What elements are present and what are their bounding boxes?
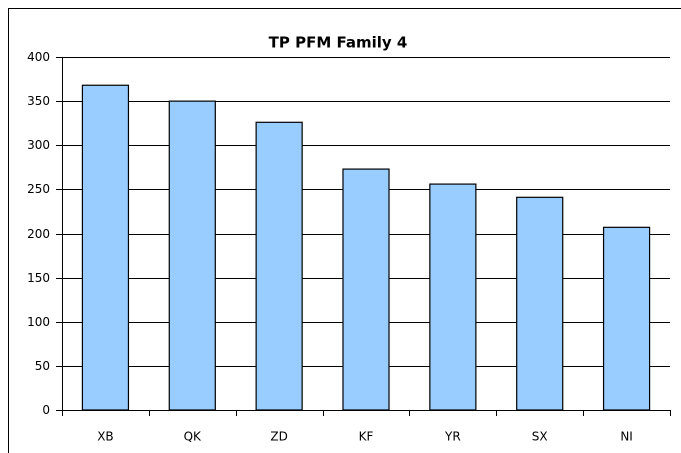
bar xyxy=(81,84,130,411)
y-tick-label: 200 xyxy=(27,227,50,241)
y-tick-label: 100 xyxy=(27,315,50,329)
y-tick-label: 250 xyxy=(27,182,50,196)
y-tick-label: 350 xyxy=(27,94,50,108)
x-tick-label: NI xyxy=(620,430,633,444)
y-tick-label: 400 xyxy=(27,50,50,64)
bar xyxy=(429,183,477,411)
y-tick-label: 300 xyxy=(27,138,50,152)
y-tick-label: 0 xyxy=(42,403,50,417)
bar xyxy=(602,226,651,411)
y-tick-label: 50 xyxy=(35,359,50,373)
bar xyxy=(255,121,303,411)
y-tick-label: 150 xyxy=(27,271,50,285)
x-tick-label: ZD xyxy=(270,430,287,444)
bar xyxy=(516,196,564,411)
x-tick-label: KF xyxy=(359,430,374,444)
x-tick-label: QK xyxy=(184,430,202,444)
chart-title: TP PFM Family 4 xyxy=(269,34,408,52)
x-tick-label: SX xyxy=(532,430,548,444)
x-tick-label: YR xyxy=(444,430,461,444)
bar xyxy=(168,100,216,411)
bar xyxy=(342,168,390,411)
x-tick-label: XB xyxy=(97,430,113,444)
